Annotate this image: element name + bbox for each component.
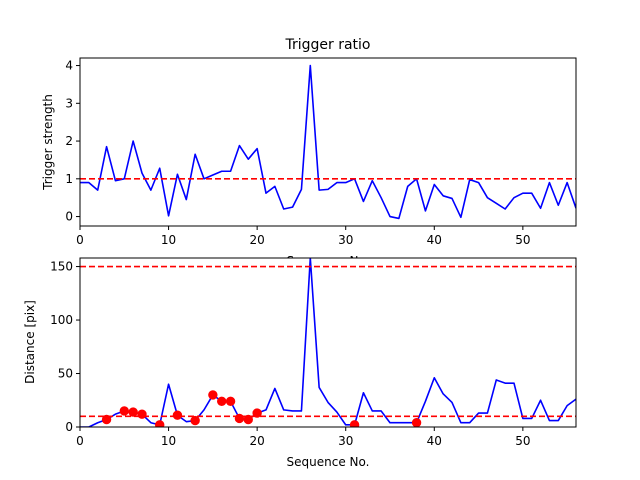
marker-point [155,420,165,427]
marker-point [349,420,360,427]
marker-point [119,406,129,416]
y-tick-label: 4 [65,59,73,73]
axes-background [80,258,576,427]
marker-point [208,390,218,400]
y-tick-label: 50 [58,367,73,381]
y-tick-label: 0 [65,420,73,434]
ticks: 0 10 20 30 40 50 0 1 2 3 4 [65,59,530,247]
x-tick-label: 20 [250,434,265,448]
plot-area [80,258,576,427]
y-tick-label: 150 [50,260,73,274]
x-tick-label: 50 [515,434,530,448]
x-tick-label: 30 [338,233,353,247]
x-axis-label: Sequence No. [287,455,370,469]
axes-frame [79,257,577,428]
marker-point [101,414,112,425]
x-tick-label: 10 [161,434,176,448]
distance-panel: 0 10 20 30 40 50 0 50 100 150 Sequence No. Distan… [23,257,577,469]
series-line [80,64,576,220]
y-tick-label: 1 [65,172,73,186]
marker-point [190,415,200,426]
x-tick-label: 0 [76,434,84,448]
marker-point [128,407,138,417]
x-tick-label: 50 [515,233,530,247]
y-tick-label: 2 [65,134,73,148]
series-line [80,258,576,427]
x-tick-label: 20 [250,233,265,247]
axes-frame [79,57,577,227]
marker-point [225,396,236,407]
marker-point [217,396,227,407]
y-axis-label: Trigger strength [41,94,55,191]
marker-point [172,410,183,420]
y-tick-label: 0 [65,210,73,224]
ticks: 0 10 20 30 40 50 0 50 100 150 [50,260,530,448]
plot-area [80,64,576,220]
y-axis-label: Distance [pix] [23,300,37,384]
chart-title: Trigger ratio [284,37,370,53]
x-tick-label: 10 [161,233,176,247]
x-tick-label: 40 [427,233,442,247]
x-tick-label: 40 [427,434,442,448]
y-tick-label: 3 [65,96,73,110]
x-tick-label: 0 [76,233,84,247]
x-tick-label: 30 [338,434,353,448]
y-tick-label: 100 [50,313,73,327]
marker-point [252,408,262,418]
marker-point [411,418,422,427]
marker-point [243,414,253,425]
